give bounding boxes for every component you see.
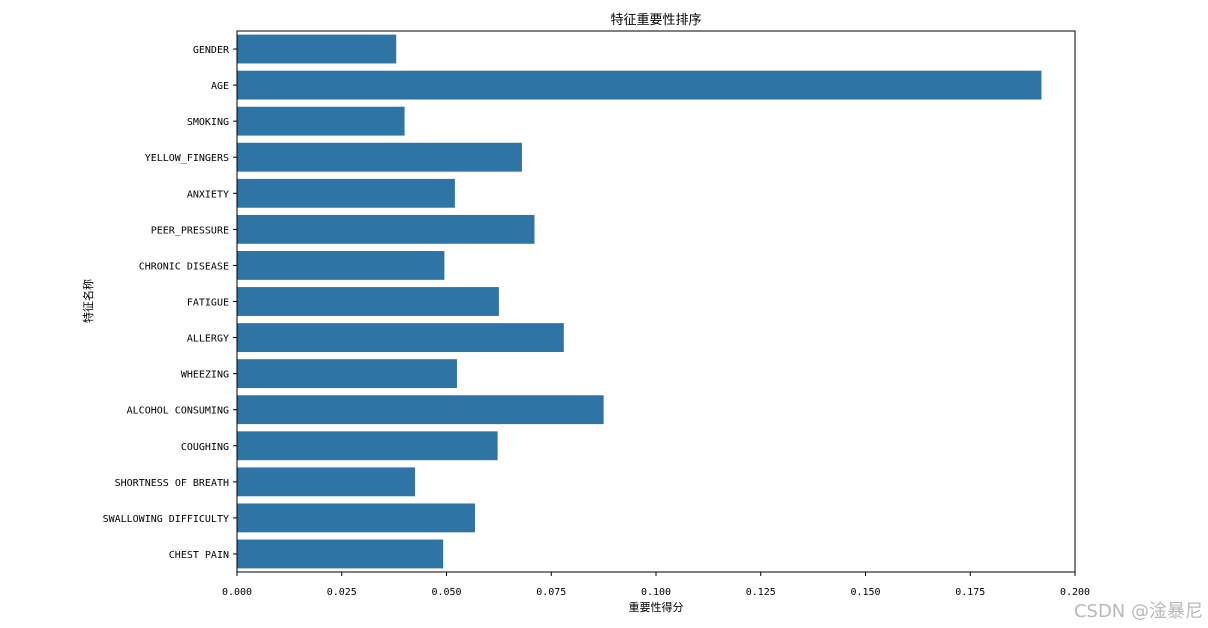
bar — [237, 178, 455, 208]
y-tick-label: ANXIETY — [187, 189, 229, 200]
x-tick-label: 0.125 — [746, 587, 776, 598]
x-tick-label: 0.175 — [955, 587, 985, 598]
x-tick-label: 0.025 — [327, 587, 357, 598]
y-tick-label: GENDER — [193, 45, 230, 56]
bar — [237, 106, 405, 136]
bar — [237, 214, 535, 244]
chart-title: 特征重要性排序 — [610, 12, 701, 28]
y-tick-label: SMOKING — [187, 117, 229, 128]
y-axis-label: 特征名称 — [81, 279, 95, 323]
bar — [237, 323, 564, 352]
y-tick-label: FATIGUE — [187, 298, 229, 309]
y-tick-label: COUGHING — [181, 442, 229, 453]
bar — [237, 70, 1042, 100]
bars-group — [237, 34, 1042, 569]
y-tick-label: AGE — [211, 81, 229, 92]
y-tick-label: SWALLOWING DIFFICULTY — [103, 514, 229, 525]
bar — [237, 539, 444, 569]
bar — [237, 34, 397, 64]
bar — [237, 503, 475, 533]
y-tick-label: PEER_PRESSURE — [151, 225, 229, 236]
x-tick-label: 0.100 — [641, 587, 671, 598]
y-tick-label: ALCOHOL CONSUMING — [127, 406, 229, 417]
bar — [237, 251, 445, 280]
x-axis-label: 重要性得分 — [629, 600, 684, 614]
bar — [237, 142, 522, 172]
bar — [237, 287, 499, 316]
y-tick-label: YELLOW_FINGERS — [145, 153, 229, 164]
bar — [237, 431, 498, 461]
y-tick-label: CHRONIC DISEASE — [139, 261, 229, 272]
x-tick-label: 0.050 — [431, 587, 461, 598]
x-tick-label: 0.150 — [850, 587, 880, 598]
bar — [237, 359, 457, 389]
y-axis-ticks: GENDER AGE SMOKING YELLOW_FINGERS ANXIETY PEE… — [103, 45, 237, 561]
bar — [237, 467, 416, 497]
x-tick-label: 0.075 — [536, 587, 566, 598]
y-tick-label: WHEEZING — [181, 370, 229, 381]
x-tick-label: 0.000 — [222, 587, 252, 598]
y-tick-label: CHEST PAIN — [169, 550, 229, 561]
y-tick-label: ALLERGY — [187, 334, 229, 345]
x-axis-ticks: 0.000 0.025 0.050 0.075 0.100 0.125 0.150 0.175… — [222, 572, 1090, 598]
x-tick-label: 0.200 — [1060, 587, 1090, 598]
bar — [237, 395, 604, 425]
y-tick-label: SHORTNESS OF BREATH — [115, 478, 229, 489]
watermark-text: CSDN @淦暴尼 — [1074, 601, 1203, 622]
